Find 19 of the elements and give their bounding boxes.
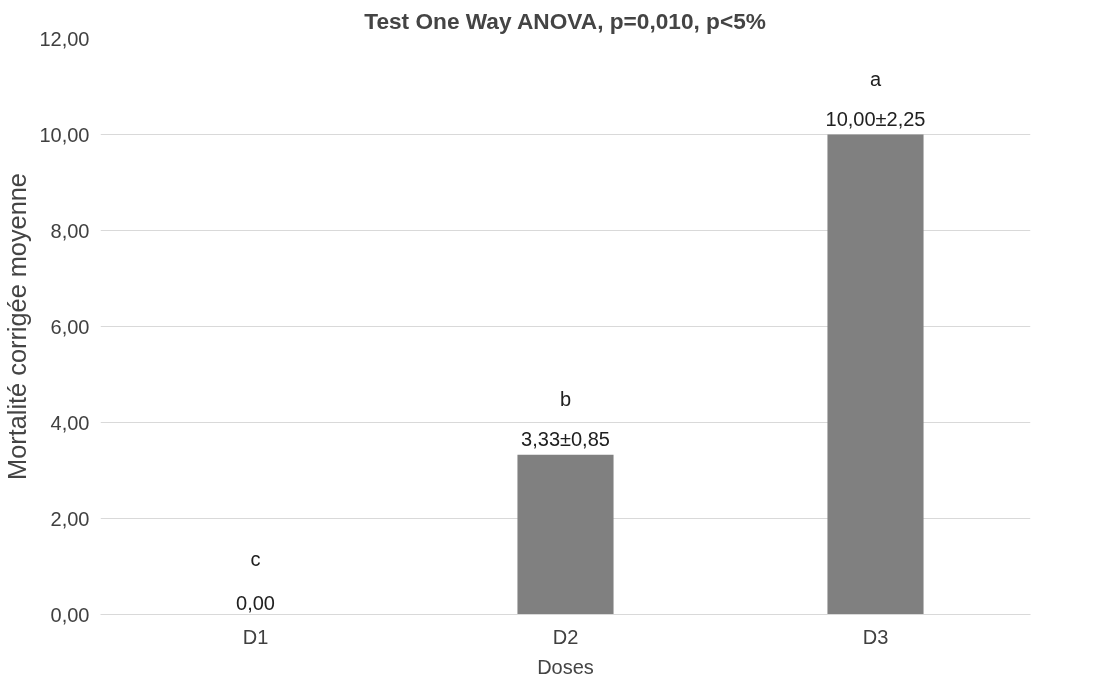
y-tick-label: 2,00 — [50, 507, 90, 530]
y-tick-label: 12,00 — [39, 27, 90, 50]
annotation: a — [869, 67, 882, 90]
x-tick-label: D3 — [862, 625, 889, 648]
y-axis-title: Mortalité corrigée moyenne — [3, 173, 32, 480]
x-tick-label: D2 — [552, 625, 579, 648]
annotation: b — [559, 387, 572, 410]
y-tick-label: 4,00 — [50, 411, 90, 434]
y-tick-label: 6,00 — [50, 315, 90, 338]
chart-title: Test One Way ANOVA, p=0,010, p<5% — [364, 7, 766, 34]
x-tick-label: D1 — [242, 625, 269, 648]
y-tick-label: 10,00 — [39, 123, 90, 146]
data-label: 3,33±0,85 — [521, 427, 610, 450]
data-label: 0,00 — [236, 591, 275, 614]
y-tick-label: 8,00 — [50, 219, 90, 242]
x-axis-title: Doses — [537, 655, 594, 678]
annotation: c — [250, 547, 261, 570]
y-tick-label: 0,00 — [50, 603, 90, 626]
data-label: 10,00±2,25 — [825, 107, 926, 130]
